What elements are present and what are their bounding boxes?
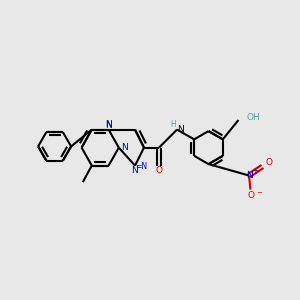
Text: +: + xyxy=(253,168,259,174)
Text: OH: OH xyxy=(247,112,261,122)
Text: N: N xyxy=(132,167,138,176)
Text: N: N xyxy=(105,122,112,130)
Text: O: O xyxy=(247,191,254,200)
Text: N: N xyxy=(105,120,112,129)
Text: H: H xyxy=(170,120,176,129)
Text: N: N xyxy=(177,125,183,134)
Text: O: O xyxy=(155,166,163,175)
Text: N: N xyxy=(121,143,128,152)
Text: N: N xyxy=(246,171,252,180)
Text: O: O xyxy=(265,158,272,167)
Text: −: − xyxy=(256,190,262,196)
Text: =N: =N xyxy=(135,162,147,171)
